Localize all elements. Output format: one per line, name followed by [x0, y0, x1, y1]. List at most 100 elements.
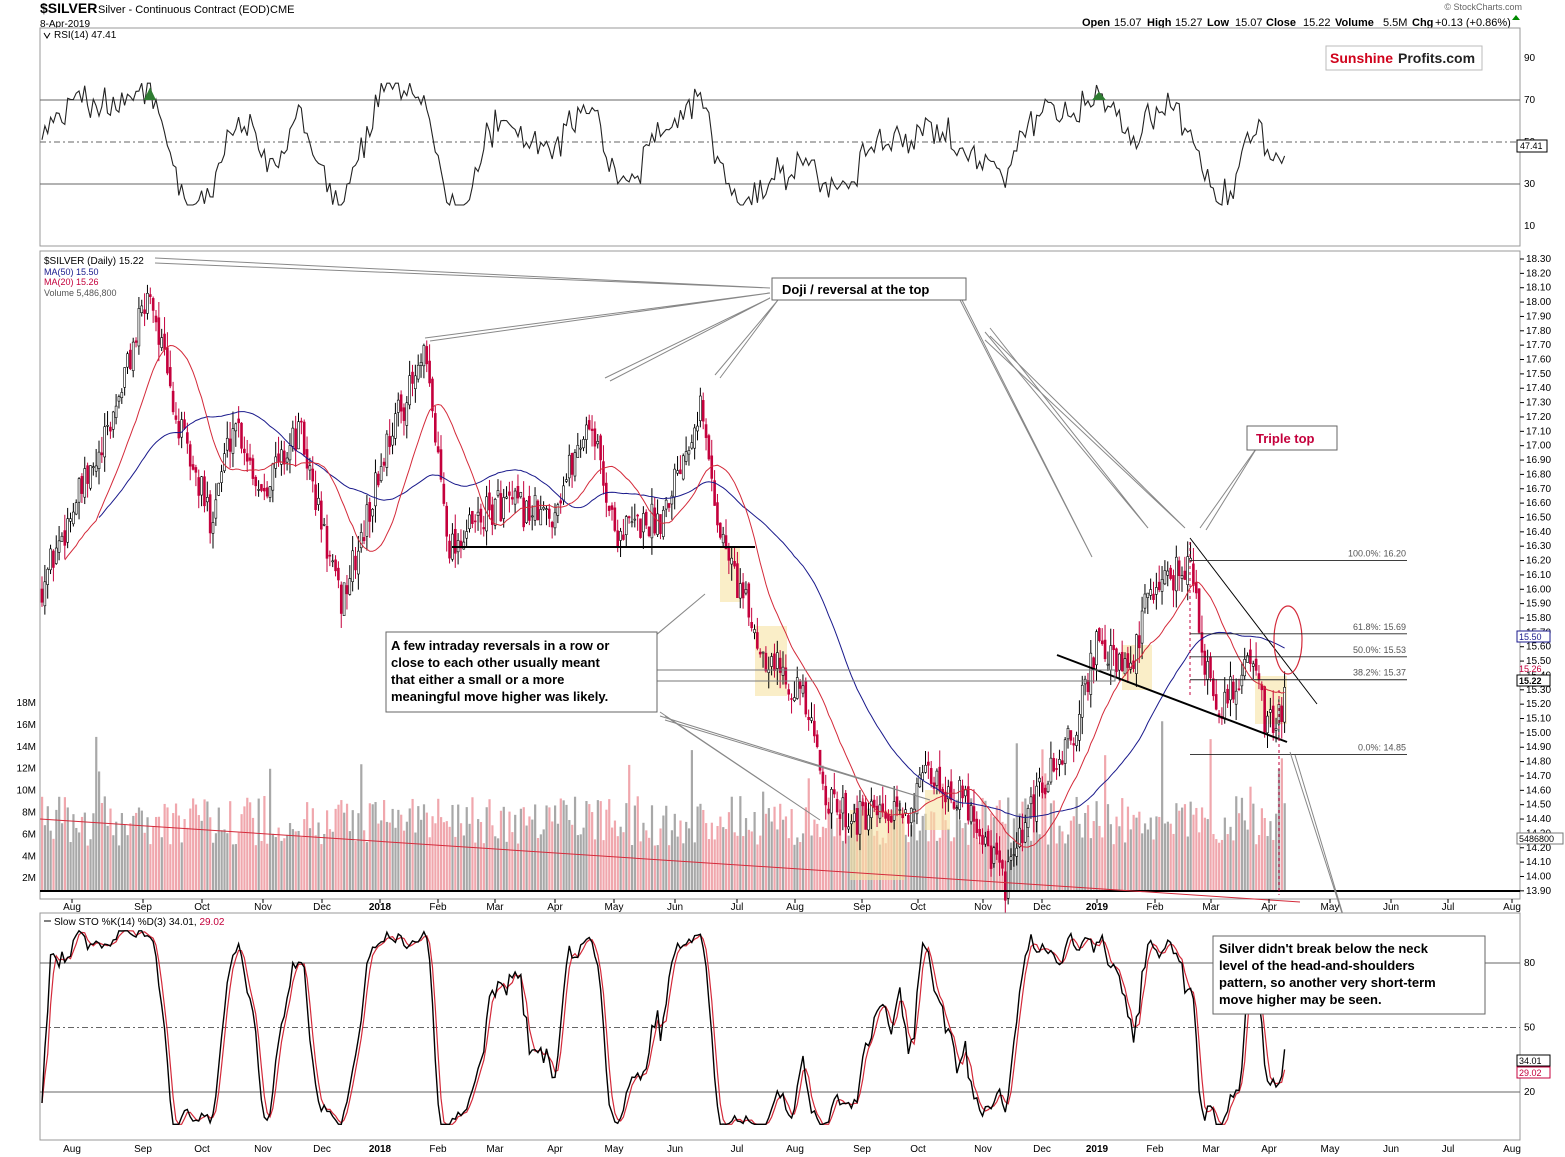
- candle-body: [265, 487, 269, 497]
- candle-body: [969, 805, 973, 823]
- volume-bar: [112, 835, 115, 891]
- candle-body: [1046, 783, 1050, 792]
- x-axis-label: May: [1321, 902, 1340, 913]
- candle-body: [433, 413, 437, 443]
- volume-bar: [1220, 839, 1224, 891]
- volume-bar: [360, 764, 363, 891]
- candle-body: [892, 801, 896, 821]
- volume-bar: [474, 842, 477, 891]
- candle-body: [838, 814, 842, 819]
- candle-body: [342, 582, 346, 616]
- candle-body: [371, 508, 374, 517]
- volume-bar: [1007, 797, 1010, 891]
- price-tick-label: 17.30: [1526, 398, 1551, 409]
- volume-bar: [1024, 798, 1027, 891]
- volume-bar: [172, 813, 175, 891]
- volume-bar: [357, 813, 360, 891]
- volume-bar: [140, 810, 143, 891]
- candle-body: [1115, 648, 1118, 672]
- candle-body: [69, 518, 72, 522]
- candle-body: [775, 652, 779, 669]
- volume-bar: [303, 819, 306, 891]
- volume-bar: [1058, 825, 1061, 891]
- volume-bar: [237, 832, 240, 891]
- volume-bar: [1004, 823, 1007, 891]
- volume-bar: [308, 828, 312, 891]
- candle-body: [473, 520, 477, 523]
- candle-body: [251, 458, 255, 479]
- candle-body: [365, 504, 369, 537]
- candle-body: [1126, 653, 1130, 668]
- candle-body: [1137, 635, 1141, 649]
- volume-bar: [243, 806, 246, 891]
- candle-body: [1254, 658, 1258, 671]
- sto-x-label: Sep: [134, 1144, 152, 1155]
- volume-bar: [354, 841, 357, 891]
- volume-bar: [1203, 817, 1206, 891]
- volume-bar: [633, 805, 636, 891]
- candle-body: [488, 492, 491, 511]
- candle-body: [86, 465, 89, 484]
- callout-reversals-line4: meaningful move higher was likely.: [391, 689, 608, 704]
- candle-body: [1271, 705, 1275, 733]
- price-tick-label: 14.00: [1526, 871, 1551, 882]
- price-tick-label: 18.00: [1526, 297, 1551, 308]
- candle-body: [300, 420, 303, 423]
- volume-bar: [340, 800, 343, 891]
- volume-bar: [249, 802, 252, 891]
- candle-body: [650, 503, 654, 539]
- candle-body: [562, 485, 565, 501]
- sto-x-label: 2019: [1086, 1144, 1109, 1155]
- candle-body: [114, 405, 118, 418]
- volume-bar: [534, 804, 537, 891]
- volume-bar: [562, 800, 565, 891]
- candle-body: [217, 482, 220, 496]
- candle-body: [858, 801, 862, 835]
- fib-label: 50.0%: 15.53: [1353, 645, 1406, 655]
- volume-bar: [756, 844, 759, 891]
- volume-bar: [286, 834, 289, 891]
- candle-body: [1103, 639, 1107, 660]
- candle-body: [872, 799, 876, 808]
- volume-bar: [186, 827, 189, 891]
- price-value-tags: 15.50 15.26 15.22 5486800: [1516, 630, 1564, 845]
- volume-bar: [209, 817, 212, 891]
- pointer-rev-3: [659, 715, 931, 801]
- volume-bar: [43, 825, 47, 891]
- candle-body: [257, 489, 260, 491]
- candle-body: [106, 425, 109, 427]
- volume-bar: [49, 830, 52, 891]
- volume-bar: [531, 819, 534, 891]
- candle-body: [613, 507, 617, 531]
- candle-body: [416, 364, 420, 380]
- price-tick-label: 17.70: [1526, 340, 1551, 351]
- candle-body: [721, 533, 725, 544]
- volume-bar: [1146, 829, 1149, 891]
- volume-bar: [380, 820, 383, 891]
- candle-body: [1023, 822, 1027, 843]
- volume-bar: [579, 834, 582, 891]
- open-value: 15.07: [1114, 17, 1142, 29]
- x-axis-label: Mar: [1202, 902, 1220, 913]
- candle-body: [1234, 690, 1238, 705]
- volume-bar: [1044, 773, 1047, 891]
- x-axis-label: Sep: [853, 902, 871, 913]
- candle-body: [793, 697, 796, 701]
- candle-body: [188, 444, 192, 467]
- candle-body: [374, 472, 377, 507]
- x-axis-label: Oct: [910, 902, 926, 913]
- rsi-overbought-marker: [1092, 91, 1106, 100]
- volume-bar: [722, 827, 725, 891]
- sto-x-label: Aug: [786, 1144, 804, 1155]
- volume-bar: [434, 823, 437, 891]
- chg-up-arrow-icon: [1512, 15, 1520, 20]
- candle-body: [622, 534, 625, 540]
- volume-bar: [924, 813, 927, 891]
- candle-body: [932, 782, 936, 789]
- volume-bar: [400, 814, 403, 891]
- callout-reversals-line1: A few intraday reversals in a row or: [391, 638, 609, 653]
- candle-body: [1003, 871, 1007, 901]
- volume-bar: [1223, 817, 1226, 891]
- volume-bar: [123, 824, 126, 891]
- volume-bar: [66, 807, 69, 891]
